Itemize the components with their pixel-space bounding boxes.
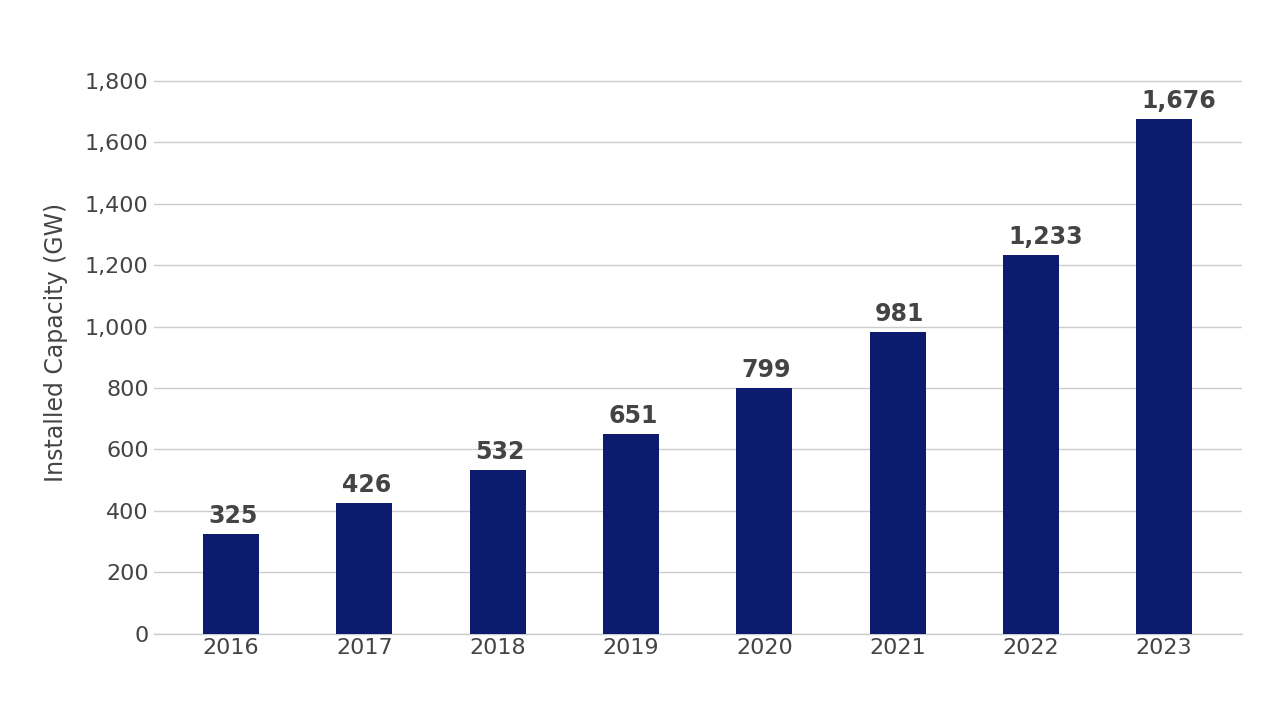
Bar [736, 388, 792, 634]
Bar [1002, 255, 1059, 634]
Bar [1137, 119, 1192, 634]
Y-axis label: Installed Capacity (GW): Installed Capacity (GW) [45, 202, 68, 482]
Text: 651: 651 [608, 404, 658, 428]
Text: 426: 426 [342, 473, 392, 497]
Text: 981: 981 [876, 302, 924, 326]
Text: 325: 325 [209, 504, 259, 528]
Bar [470, 470, 526, 634]
Text: 799: 799 [742, 359, 791, 382]
Bar [869, 333, 925, 634]
Bar [603, 433, 659, 634]
Bar [204, 534, 259, 634]
Text: 1,676: 1,676 [1142, 89, 1216, 113]
Text: 1,233: 1,233 [1009, 225, 1083, 249]
Bar [337, 503, 393, 634]
Text: 532: 532 [475, 440, 525, 464]
